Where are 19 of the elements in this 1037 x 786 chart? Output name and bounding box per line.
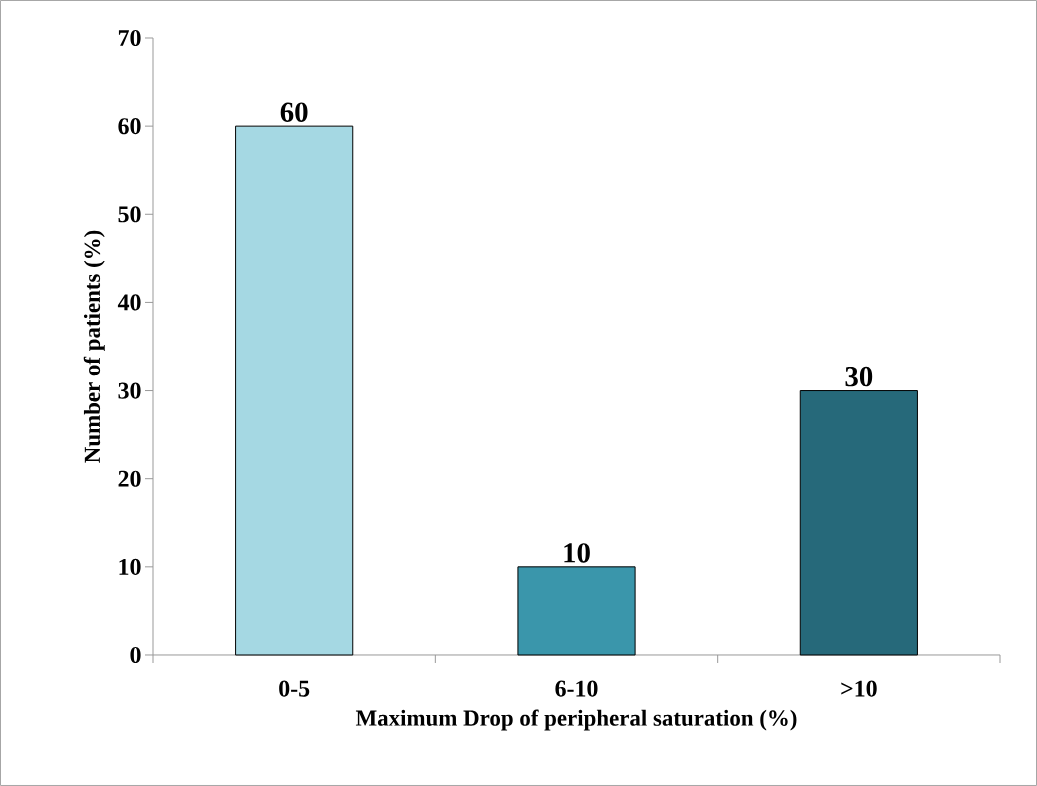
y-tick-label: 60 <box>118 118 141 135</box>
y-tick-label: 50 <box>118 206 141 223</box>
bar <box>517 566 636 656</box>
y-tick-label: 0 <box>130 646 141 664</box>
y-tick-label: 70 <box>118 29 141 47</box>
data-label: 60 <box>280 102 308 122</box>
x-tick-label: >10 <box>841 680 877 697</box>
data-label: 30 <box>845 366 873 387</box>
y-tick-label: 20 <box>118 470 141 487</box>
y-tick-label: 10 <box>119 558 141 575</box>
y-tick-label: 30 <box>118 382 141 399</box>
bar <box>799 390 918 656</box>
x-tick-label: 0-5 <box>279 680 310 697</box>
data-label: 10 <box>564 543 590 563</box>
x-tick-label: 6-10 <box>555 680 598 697</box>
y-tick-label: 40 <box>117 294 141 311</box>
x-axis-title: Maximum Drop of peripheral saturation (%) <box>355 709 797 731</box>
bar <box>235 125 354 656</box>
y-axis-title: Number of patients (%) <box>83 230 105 463</box>
